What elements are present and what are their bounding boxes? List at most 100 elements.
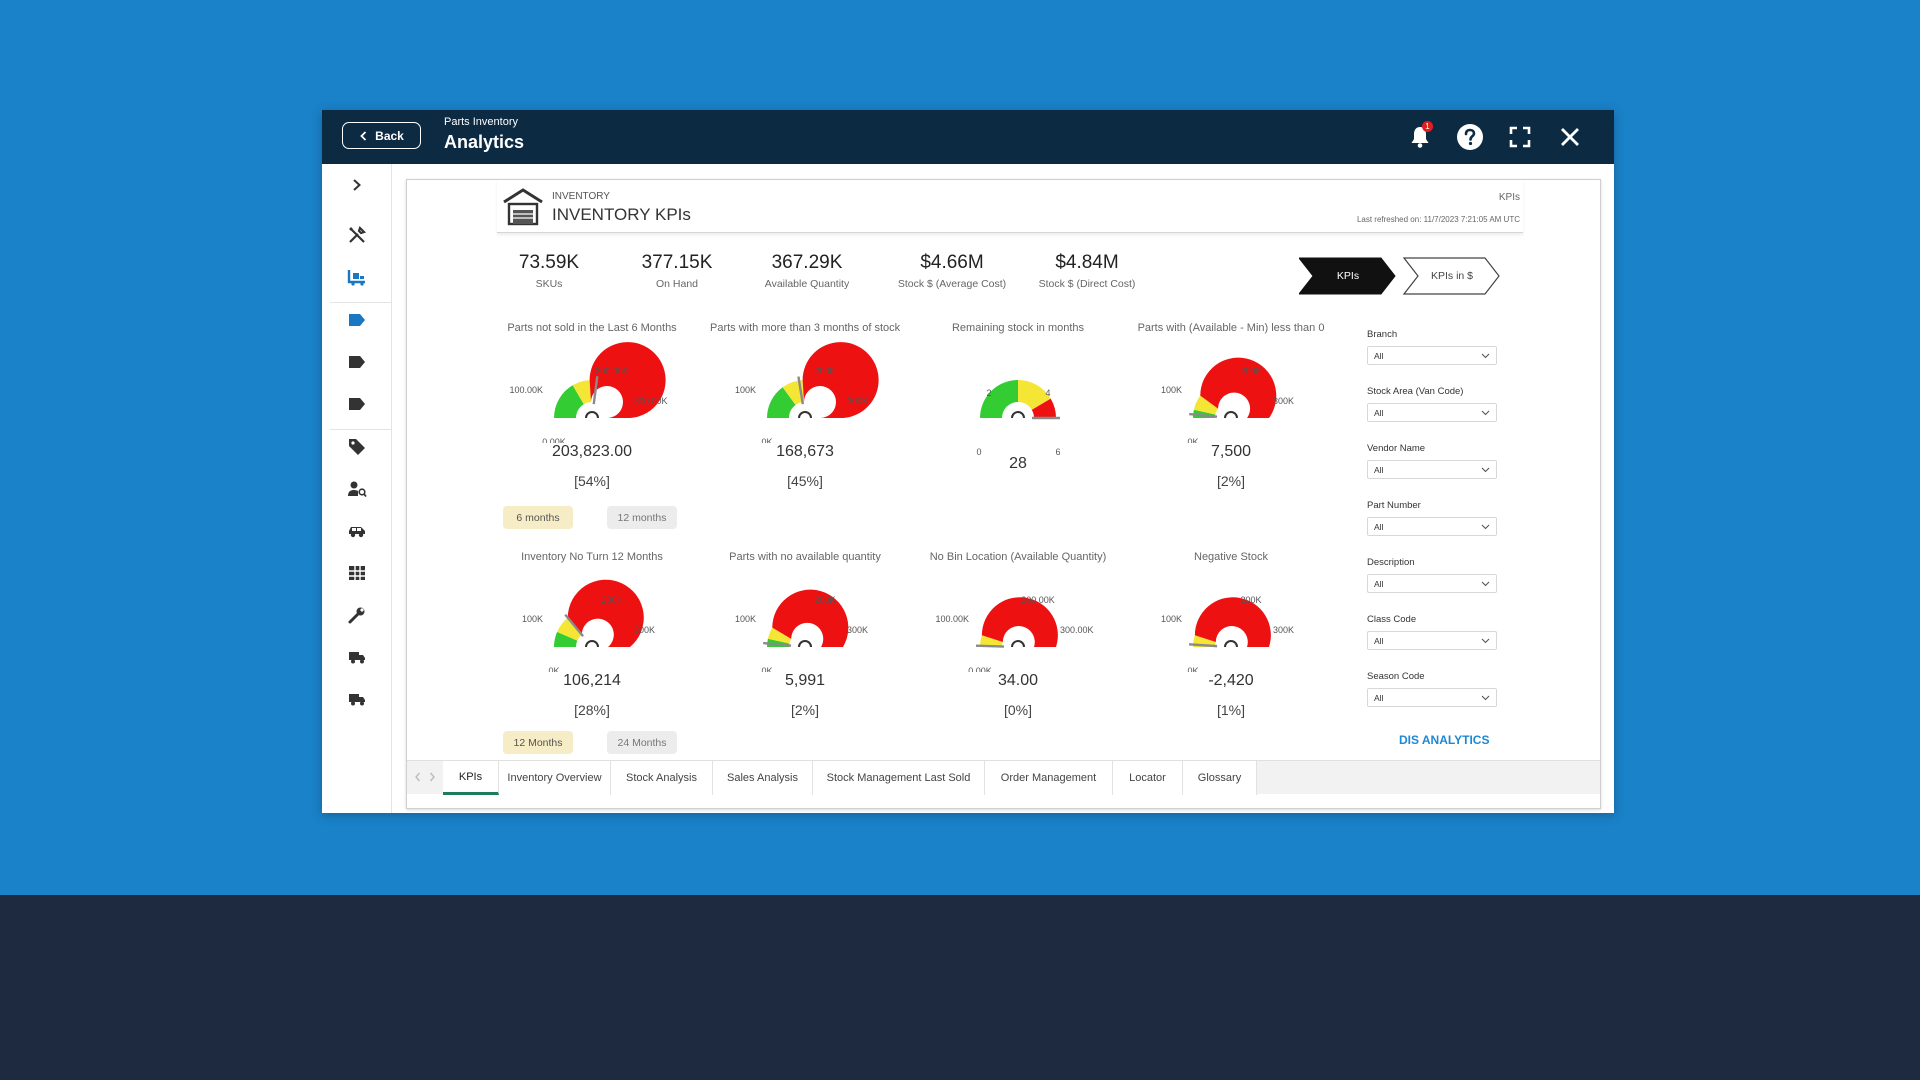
- help-button[interactable]: [1456, 123, 1484, 151]
- gauge-dial: 100K 200K 300K 0K: [735, 342, 879, 443]
- sidebar-item-grid[interactable]: [322, 552, 392, 594]
- gauge-tick-label: 300.00K: [634, 396, 668, 406]
- report-canvas: INVENTORY INVENTORY KPIs KPIs Last refre…: [406, 179, 1601, 809]
- app-subtitle: Parts Inventory: [444, 116, 518, 128]
- gauge-tick-label: 300K: [1273, 625, 1294, 635]
- gauge-hub: [798, 411, 812, 419]
- tab-stock-management-last-sold[interactable]: Stock Management Last Sold: [813, 761, 985, 795]
- wrench-icon: [348, 607, 365, 624]
- stock-area-select[interactable]: All: [1367, 403, 1497, 422]
- gauge-percent: [54%]: [574, 473, 610, 489]
- gauge-arc-segment: [554, 385, 584, 418]
- kpis-dollar-view-button[interactable]: KPIs in $: [1402, 257, 1501, 295]
- dis-analytics-link[interactable]: DIS ANALYTICS: [1399, 733, 1490, 747]
- sidebar-item-service[interactable]: [322, 594, 392, 636]
- tag-icon: [349, 356, 365, 368]
- gauge-value: 203,823.00: [551, 443, 633, 460]
- gauge-dial: 100.00K 200.00K 300.00K 0.00K: [935, 595, 1093, 672]
- gauge-hub: [585, 640, 599, 648]
- tab-kpis[interactable]: KPIs: [443, 761, 499, 795]
- vendor-name-select[interactable]: All: [1367, 460, 1497, 479]
- back-button[interactable]: Back: [342, 122, 421, 149]
- gauge-arc-segment: [802, 342, 879, 418]
- stat-label: Stock $ (Average Cost): [897, 278, 1007, 290]
- class-code-select[interactable]: All: [1367, 631, 1497, 650]
- sidebar-item-tag-2[interactable]: [322, 341, 392, 383]
- tab-prev-icon[interactable]: [413, 771, 423, 783]
- tab-next-icon[interactable]: [427, 771, 437, 783]
- gauge-tick-label: 300K: [634, 625, 655, 635]
- truck-icon: [349, 652, 365, 664]
- notifications-button[interactable]: 1: [1406, 121, 1434, 151]
- gauge-hub: [1224, 640, 1238, 648]
- close-button[interactable]: [1556, 123, 1584, 151]
- filter-label: Class Code: [1367, 614, 1417, 625]
- gauge-dial: 100K 200K 300K 0K: [1161, 595, 1294, 672]
- filter-season-code: Season Code All: [1367, 671, 1497, 707]
- sidebar-item-vehicles[interactable]: [322, 510, 392, 552]
- chevron-down-icon: [1481, 410, 1490, 416]
- gauge-tick-label: 300K: [847, 396, 868, 406]
- description-select[interactable]: All: [1367, 574, 1497, 593]
- gauge-tick-label: 200.00K: [595, 366, 629, 376]
- stat-on-hand: 377.15K On Hand: [627, 252, 727, 290]
- tab-stock-analysis[interactable]: Stock Analysis: [611, 761, 713, 795]
- sidebar-item-inventory[interactable]: [322, 256, 392, 298]
- sidebar-item-customer-search[interactable]: [322, 468, 392, 510]
- select-value: All: [1374, 464, 1384, 475]
- filter-12-months-noturn-button[interactable]: 12 Months: [503, 731, 573, 754]
- fullscreen-button[interactable]: [1506, 123, 1534, 151]
- gauge-tick-label: 0K: [761, 666, 772, 672]
- gauge-arc-segment: [1018, 380, 1051, 410]
- filter-branch: Branch All: [1367, 329, 1497, 365]
- sidebar-item-pricing[interactable]: [322, 426, 392, 468]
- filter-label: Season Code: [1367, 671, 1425, 682]
- sidebar-item-delivery-2[interactable]: [322, 678, 392, 720]
- gauge-arc-segment: [1031, 398, 1056, 418]
- select-value: All: [1374, 407, 1384, 418]
- gauge-needle: [1189, 412, 1218, 418]
- tab-order-management[interactable]: Order Management: [985, 761, 1113, 795]
- sidebar-item-delivery-1[interactable]: [322, 636, 392, 678]
- kpis-view-button[interactable]: KPIs: [1297, 257, 1397, 295]
- filter-6-months-button[interactable]: 6 months: [503, 506, 573, 529]
- branch-select[interactable]: All: [1367, 346, 1497, 365]
- part-number-select[interactable]: All: [1367, 517, 1497, 536]
- sidebar-item-tag-active[interactable]: [322, 299, 392, 341]
- tab-inventory-overview[interactable]: Inventory Overview: [499, 761, 611, 795]
- tab-locator[interactable]: Locator: [1113, 761, 1183, 795]
- stat-label: Stock $ (Direct Cost): [1038, 278, 1136, 290]
- gauge-needle: [975, 644, 1005, 648]
- gauge-value: 106,214: [563, 672, 621, 689]
- app-title: Analytics: [444, 132, 525, 152]
- kpis-dollar-view-label: KPIs in $: [1430, 270, 1474, 282]
- tab-glossary[interactable]: Glossary: [1183, 761, 1257, 795]
- gauge-arc-segment: [567, 579, 644, 647]
- stat-value: 367.29K: [771, 252, 843, 273]
- chevron-left-icon: [360, 130, 367, 141]
- sidebar-item-tools[interactable]: [322, 214, 392, 256]
- gauge-hub: [1224, 411, 1238, 419]
- filter-label: Stock Area (Van Code): [1367, 386, 1464, 397]
- sidebar-item-tag-3[interactable]: [322, 383, 392, 425]
- stat-value: $4.84M: [1055, 252, 1119, 273]
- select-value: All: [1374, 350, 1384, 361]
- notification-badge: 1: [1422, 121, 1433, 132]
- sidebar-expand[interactable]: [322, 164, 392, 206]
- report-header: INVENTORY INVENTORY KPIs KPIs Last refre…: [497, 180, 1523, 233]
- stat-value: 377.15K: [641, 252, 713, 273]
- season-code-select[interactable]: All: [1367, 688, 1497, 707]
- filter-24-months-button[interactable]: 24 Months: [607, 731, 677, 754]
- gauge-tick-label: 6: [1055, 447, 1060, 455]
- tab-sales-analysis[interactable]: Sales Analysis: [713, 761, 813, 795]
- filter-label: Description: [1367, 557, 1415, 568]
- gauge-arc-segment: [1193, 395, 1219, 415]
- gauge-no-available-quantity: Parts with no available quantity 100K 200…: [710, 551, 900, 718]
- chevron-down-icon: [1481, 581, 1490, 587]
- gauge-negative-stock: Negative Stock 100K 200K 300K 0K -2,420 [1%…: [1136, 551, 1326, 718]
- filter-12-months-button[interactable]: 12 months: [607, 506, 677, 529]
- gauge-dial: 100K 200K 300K 0K: [522, 579, 655, 672]
- gauge-title: Inventory No Turn 12 Months: [521, 551, 663, 563]
- gauge-percent: [0%]: [1003, 702, 1032, 718]
- gauge-arc-segment: [572, 380, 591, 405]
